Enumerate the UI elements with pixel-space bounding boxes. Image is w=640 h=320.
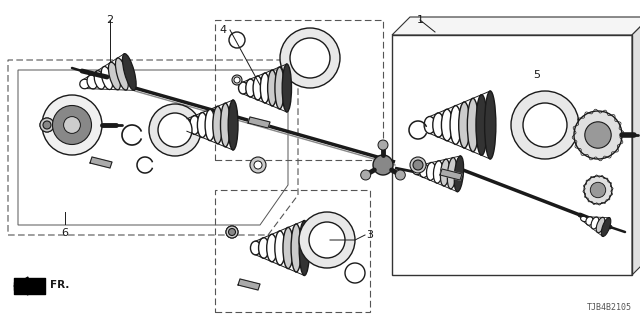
Ellipse shape (442, 109, 452, 141)
Circle shape (43, 121, 51, 129)
Ellipse shape (101, 67, 113, 90)
Ellipse shape (596, 217, 605, 233)
Ellipse shape (94, 71, 105, 89)
Ellipse shape (291, 224, 301, 272)
Text: 5: 5 (533, 70, 540, 80)
Circle shape (410, 157, 426, 173)
Ellipse shape (268, 70, 277, 106)
Bar (392, 35, 632, 275)
Text: TJB4B2105: TJB4B2105 (587, 303, 632, 312)
Ellipse shape (182, 119, 192, 131)
Ellipse shape (197, 113, 207, 138)
Ellipse shape (299, 220, 310, 276)
Ellipse shape (80, 79, 90, 89)
Ellipse shape (221, 103, 230, 147)
Ellipse shape (115, 58, 128, 90)
Circle shape (254, 161, 262, 169)
Ellipse shape (413, 166, 422, 175)
Ellipse shape (591, 217, 599, 229)
Circle shape (232, 75, 242, 85)
Ellipse shape (454, 156, 463, 192)
Polygon shape (440, 169, 462, 180)
Polygon shape (14, 277, 45, 295)
Ellipse shape (283, 228, 293, 268)
Ellipse shape (586, 217, 593, 225)
Ellipse shape (447, 157, 456, 189)
Text: FR.: FR. (50, 280, 69, 290)
Circle shape (52, 106, 92, 145)
Circle shape (63, 116, 81, 133)
Ellipse shape (246, 79, 255, 97)
Ellipse shape (228, 100, 238, 150)
Circle shape (523, 103, 567, 147)
Ellipse shape (275, 67, 284, 109)
Circle shape (413, 160, 423, 170)
Circle shape (373, 155, 393, 175)
Circle shape (228, 228, 236, 236)
Ellipse shape (260, 73, 269, 103)
Circle shape (234, 77, 240, 83)
Ellipse shape (424, 116, 435, 133)
Ellipse shape (87, 75, 97, 89)
Text: 6: 6 (61, 228, 68, 238)
Circle shape (40, 118, 54, 132)
Text: 1: 1 (417, 15, 424, 25)
Circle shape (158, 113, 192, 147)
Circle shape (299, 212, 355, 268)
Ellipse shape (267, 234, 277, 262)
Ellipse shape (580, 216, 588, 222)
Ellipse shape (122, 54, 136, 91)
Ellipse shape (476, 95, 487, 155)
Ellipse shape (440, 159, 449, 186)
Circle shape (149, 104, 201, 156)
Circle shape (396, 170, 405, 180)
Ellipse shape (433, 113, 444, 137)
Ellipse shape (250, 241, 261, 255)
Polygon shape (90, 157, 112, 168)
Polygon shape (392, 17, 640, 35)
Ellipse shape (467, 98, 479, 152)
Text: 4: 4 (219, 25, 226, 35)
Ellipse shape (282, 64, 291, 112)
Ellipse shape (459, 102, 470, 148)
Circle shape (574, 111, 622, 159)
Circle shape (226, 226, 238, 238)
Ellipse shape (108, 62, 120, 90)
Ellipse shape (275, 231, 285, 265)
Ellipse shape (420, 164, 429, 178)
Ellipse shape (253, 76, 262, 100)
Bar (215, 190, 370, 312)
Circle shape (40, 118, 54, 132)
Bar (215, 20, 383, 160)
Circle shape (42, 95, 102, 155)
Circle shape (511, 91, 579, 159)
Polygon shape (248, 117, 270, 128)
Circle shape (226, 226, 238, 238)
Ellipse shape (189, 116, 200, 134)
Circle shape (250, 157, 266, 173)
Polygon shape (14, 282, 42, 290)
Circle shape (309, 222, 345, 258)
Ellipse shape (205, 109, 215, 140)
Ellipse shape (602, 218, 611, 236)
Ellipse shape (426, 163, 436, 180)
Ellipse shape (212, 106, 223, 144)
Ellipse shape (239, 82, 248, 94)
Ellipse shape (450, 106, 461, 144)
Text: 3: 3 (366, 230, 373, 240)
Circle shape (584, 176, 612, 204)
Circle shape (361, 170, 371, 180)
Ellipse shape (433, 161, 442, 183)
Text: 2: 2 (106, 15, 113, 25)
Polygon shape (632, 17, 640, 275)
Polygon shape (238, 279, 260, 290)
Circle shape (585, 122, 611, 148)
Circle shape (378, 140, 388, 150)
Circle shape (290, 38, 330, 78)
Circle shape (280, 28, 340, 88)
Ellipse shape (484, 91, 496, 159)
Ellipse shape (259, 238, 269, 258)
Circle shape (590, 182, 605, 198)
